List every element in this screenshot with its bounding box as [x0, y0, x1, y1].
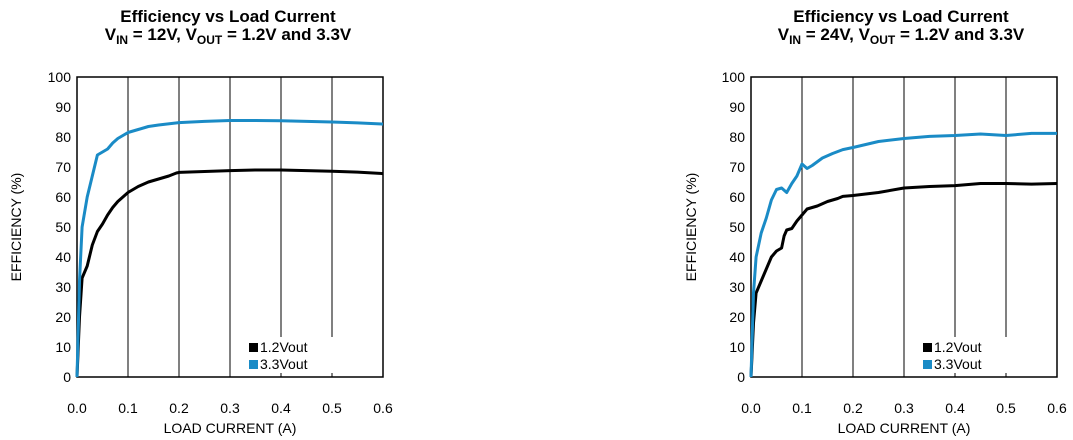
chart-2-legend-swatch-3.3vout [923, 360, 932, 369]
x-tick-label: 0.0 [67, 400, 87, 416]
chart-2-legend-label-3.3vout: 3.3Vout [934, 356, 982, 372]
chart-1-legend-swatch-1.2vout [249, 343, 258, 352]
chart-1-y-tick-labels: 0 10 20 30 40 50 60 70 80 90 100 [48, 69, 72, 385]
y-tick-label: 50 [55, 219, 71, 235]
chart-2-title-line2: VIN = 24V, VOUT = 1.2V and 3.3V [778, 25, 1025, 47]
y-tick-label: 20 [729, 309, 745, 325]
chart-2-gridlines [801, 77, 1007, 377]
x-tick-label: 0.4 [945, 400, 965, 416]
chart-2-title-line1: Efficiency vs Load Current [793, 7, 1009, 26]
y-tick-label: 80 [729, 129, 745, 145]
x-tick-label: 0.0 [741, 400, 761, 416]
chart-1-legend-label-1.2vout: 1.2Vout [260, 339, 308, 355]
chart-1-title-line2: VIN = 12V, VOUT = 1.2V and 3.3V [105, 25, 352, 47]
x-tick-label: 0.1 [118, 400, 138, 416]
y-tick-label: 50 [729, 219, 745, 235]
y-tick-label: 70 [729, 159, 745, 175]
y-tick-label: 0 [737, 369, 745, 385]
chart-2-legend-label-1.2vout: 1.2Vout [934, 339, 982, 355]
x-tick-label: 0.6 [1047, 400, 1067, 416]
x-tick-label: 0.4 [271, 400, 291, 416]
y-tick-label: 10 [729, 339, 745, 355]
chart-1-title-line1: Efficiency vs Load Current [120, 7, 336, 26]
y-tick-label: 90 [55, 99, 71, 115]
y-tick-label: 30 [729, 279, 745, 295]
chart-1-plot-frame [76, 76, 384, 378]
chart-2-legend-box [921, 337, 1008, 373]
x-tick-label: 0.2 [169, 400, 189, 416]
x-tick-label: 0.3 [220, 400, 240, 416]
y-tick-label: 80 [55, 129, 71, 145]
y-tick-label: 40 [729, 249, 745, 265]
x-tick-label: 0.5 [996, 400, 1016, 416]
chart-2: Efficiency vs Load Current VIN = 24V, VO… [683, 7, 1067, 436]
y-tick-label: 60 [729, 189, 745, 205]
y-tick-label: 100 [722, 69, 746, 85]
x-tick-label: 0.1 [792, 400, 812, 416]
x-tick-label: 0.5 [322, 400, 342, 416]
y-tick-label: 40 [55, 249, 71, 265]
chart-2-series-3.3vout-line [749, 131, 1057, 378]
chart-1-legend: 1.2Vout 3.3Vout [247, 337, 334, 373]
chart-2-y-tick-labels: 0 10 20 30 40 50 60 70 80 90 100 [722, 69, 746, 385]
x-tick-label: 0.2 [843, 400, 863, 416]
chart-1: Efficiency vs Load Current VIN = 12V, VO… [8, 7, 393, 436]
y-tick-label: 100 [48, 69, 72, 85]
chart-1-series-3.3vout-line [75, 119, 384, 378]
chart-1-x-tick-labels: 0.0 0.1 0.2 0.3 0.4 0.5 0.6 [67, 400, 393, 416]
y-tick-label: 70 [55, 159, 71, 175]
chart-1-x-axis-label: LOAD CURRENT (A) [164, 420, 297, 436]
chart-2-series-1.2vout-line [749, 182, 1058, 378]
chart-1-gridlines [127, 77, 333, 377]
x-tick-label: 0.6 [373, 400, 393, 416]
y-tick-label: 30 [55, 279, 71, 295]
y-tick-label: 60 [55, 189, 71, 205]
y-tick-label: 20 [55, 309, 71, 325]
chart-1-legend-swatch-3.3vout [249, 360, 258, 369]
y-tick-label: 90 [729, 99, 745, 115]
chart-1-legend-label-3.3vout: 3.3Vout [260, 356, 308, 372]
chart-1-y-axis-label: EFFICIENCY (%) [8, 173, 24, 282]
x-tick-label: 0.3 [894, 400, 914, 416]
chart-2-y-axis-label: EFFICIENCY (%) [683, 173, 699, 282]
y-tick-label: 0 [63, 369, 71, 385]
chart-2-x-tick-labels: 0.0 0.1 0.2 0.3 0.4 0.5 0.6 [741, 400, 1067, 416]
chart-1-legend-box [247, 337, 334, 373]
chart-2-x-axis-label: LOAD CURRENT (A) [838, 420, 971, 436]
chart-2-plot-frame [750, 76, 1058, 378]
chart-2-legend: 1.2Vout 3.3Vout [921, 337, 1008, 373]
y-tick-label: 10 [55, 339, 71, 355]
chart-2-legend-swatch-1.2vout [923, 343, 932, 352]
chart-1-series-1.2vout-line [75, 168, 384, 378]
